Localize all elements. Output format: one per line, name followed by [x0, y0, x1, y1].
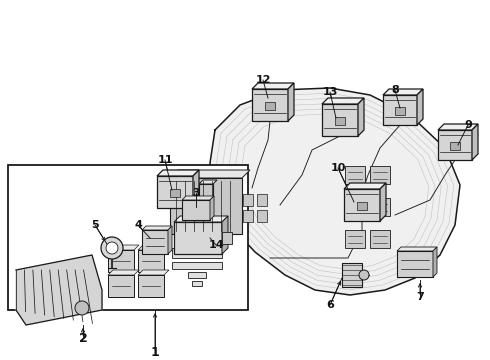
Bar	[357, 202, 367, 210]
Circle shape	[101, 237, 123, 259]
Bar	[172, 262, 222, 269]
Bar	[383, 95, 417, 125]
Polygon shape	[417, 89, 423, 125]
Bar	[345, 166, 365, 184]
Polygon shape	[138, 245, 169, 250]
Text: 3: 3	[192, 188, 200, 198]
Text: 4: 4	[134, 220, 142, 230]
Bar	[243, 194, 253, 206]
Polygon shape	[252, 83, 294, 89]
Polygon shape	[138, 270, 169, 275]
Text: 5: 5	[91, 220, 99, 230]
Bar	[157, 176, 193, 208]
Bar	[322, 104, 358, 136]
Bar	[142, 230, 168, 254]
Bar	[8, 165, 248, 310]
Bar	[252, 89, 288, 121]
Bar	[138, 250, 164, 272]
Circle shape	[75, 301, 89, 315]
Polygon shape	[182, 196, 214, 200]
Polygon shape	[344, 183, 386, 189]
Bar	[342, 263, 362, 287]
Polygon shape	[108, 270, 139, 275]
Bar	[188, 272, 206, 278]
Polygon shape	[433, 247, 437, 277]
Text: 9: 9	[464, 120, 472, 130]
Bar	[335, 117, 345, 125]
Bar	[172, 248, 222, 258]
Bar	[345, 230, 365, 248]
Polygon shape	[168, 226, 172, 254]
Bar	[108, 250, 134, 272]
Polygon shape	[322, 98, 364, 104]
Polygon shape	[16, 255, 102, 325]
Bar	[370, 166, 390, 184]
Circle shape	[359, 270, 369, 280]
Bar	[395, 107, 405, 115]
Bar	[138, 275, 164, 297]
Bar	[344, 189, 380, 221]
Polygon shape	[108, 245, 139, 250]
Polygon shape	[358, 98, 364, 136]
Bar	[199, 184, 213, 200]
Bar	[243, 210, 253, 222]
Text: 1: 1	[150, 346, 159, 359]
Bar	[450, 142, 460, 150]
Text: 12: 12	[255, 75, 271, 85]
Polygon shape	[193, 170, 199, 208]
Polygon shape	[210, 196, 214, 220]
Bar	[438, 130, 472, 160]
Text: 6: 6	[326, 300, 334, 310]
Polygon shape	[397, 247, 437, 251]
Text: 14: 14	[208, 240, 224, 250]
Bar	[174, 222, 222, 254]
Bar	[182, 200, 210, 220]
Bar	[170, 178, 242, 234]
Bar	[257, 194, 267, 206]
Text: 11: 11	[157, 155, 173, 165]
Polygon shape	[210, 88, 460, 295]
Text: 8: 8	[391, 85, 399, 95]
Text: 7: 7	[416, 292, 424, 302]
Polygon shape	[222, 216, 228, 254]
Polygon shape	[380, 183, 386, 221]
Bar	[192, 281, 202, 286]
Polygon shape	[199, 180, 217, 184]
Polygon shape	[157, 170, 199, 176]
Text: 13: 13	[322, 87, 338, 97]
Polygon shape	[170, 170, 250, 178]
Polygon shape	[142, 226, 172, 230]
Polygon shape	[288, 83, 294, 121]
Text: 10: 10	[330, 163, 345, 173]
Polygon shape	[174, 216, 228, 222]
Bar	[265, 102, 275, 110]
Bar	[108, 275, 134, 297]
Bar	[370, 230, 390, 248]
Text: 2: 2	[78, 332, 87, 345]
Polygon shape	[472, 124, 478, 160]
Bar	[370, 198, 390, 216]
Polygon shape	[383, 89, 423, 95]
Bar	[222, 232, 232, 244]
Polygon shape	[438, 124, 478, 130]
Bar	[397, 251, 433, 277]
Bar	[345, 198, 365, 216]
Bar	[257, 210, 267, 222]
Bar	[170, 189, 180, 197]
Circle shape	[106, 242, 118, 254]
